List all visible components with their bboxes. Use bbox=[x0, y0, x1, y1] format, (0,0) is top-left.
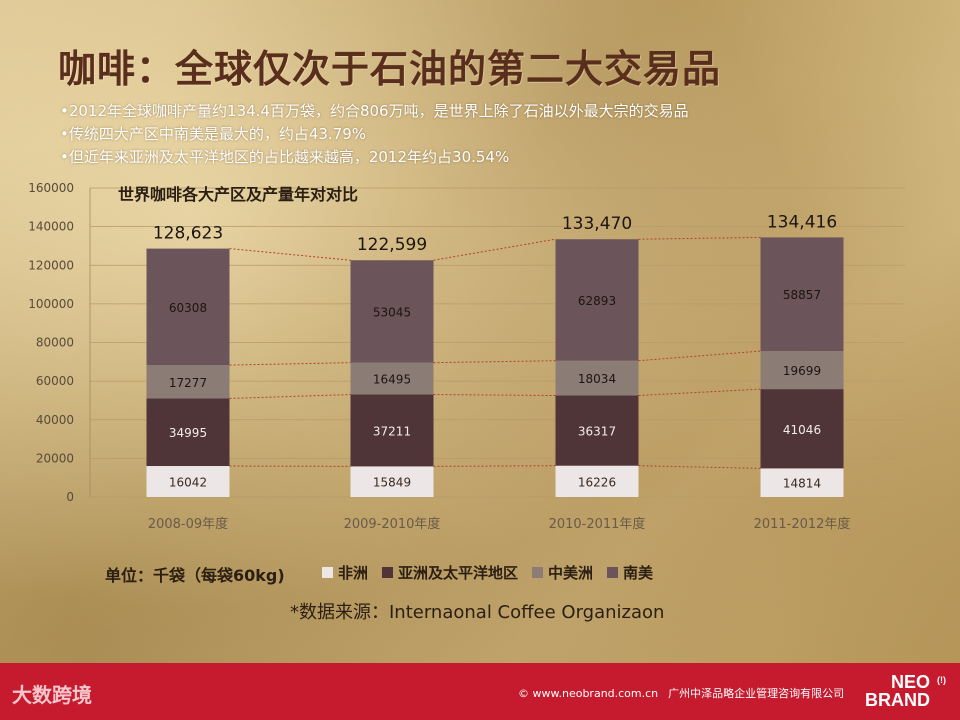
y-tick-label: 140000 bbox=[28, 220, 74, 234]
connector-line bbox=[229, 362, 351, 366]
bar-segment bbox=[555, 360, 639, 396]
segment-value-label: 53045 bbox=[373, 305, 411, 319]
legend-swatch bbox=[322, 567, 333, 578]
bar-segment bbox=[146, 466, 230, 497]
legend-item-central-america: 中美洲 bbox=[532, 562, 593, 583]
bullet-item: •但近年来亚洲及太平洋地区的占比越来越高，2012年约占30.54% bbox=[60, 148, 510, 166]
connector-line bbox=[433, 465, 556, 467]
bar-segment bbox=[555, 395, 639, 466]
company-name: 广州中泽品略企业管理咨询有限公司 bbox=[668, 687, 845, 700]
bar-segment bbox=[555, 239, 639, 361]
segment-value-label: 36317 bbox=[578, 425, 616, 439]
legend-swatch bbox=[607, 567, 619, 578]
bar-segment bbox=[146, 398, 230, 467]
y-tick-label: 60000 bbox=[36, 374, 74, 388]
segment-value-label: 19699 bbox=[783, 364, 821, 378]
total-label: 134,416 bbox=[767, 212, 837, 232]
y-tick-label: 20000 bbox=[36, 451, 74, 465]
legend-label: 亚洲及太平洋地区 bbox=[398, 564, 519, 582]
y-tick-label: 80000 bbox=[36, 336, 74, 350]
bar-segment bbox=[555, 465, 639, 497]
bar-segment bbox=[350, 394, 434, 467]
connector-line bbox=[433, 394, 556, 397]
segment-value-label: 37211 bbox=[373, 424, 411, 438]
stacked-bar-chart: 0 20000 40000 60000 80000 100000 120000 140000 1… bbox=[28, 181, 905, 532]
bar-segment bbox=[760, 237, 844, 352]
legend-item-south-america: 南美 bbox=[607, 562, 653, 583]
y-tick-label: 40000 bbox=[36, 413, 74, 427]
connector-line bbox=[638, 388, 761, 397]
x-category-label: 2008-09年度 bbox=[148, 516, 228, 532]
legend-item-asia-pacific: 亚洲及太平洋地区 bbox=[382, 562, 518, 583]
x-category-label: 2009-2010年度 bbox=[344, 516, 441, 532]
legend: 非洲 亚洲及太平洋地区 中美洲 南美 bbox=[322, 562, 653, 583]
segment-value-label: 62893 bbox=[578, 294, 616, 308]
connector-line bbox=[638, 236, 761, 240]
connector-line bbox=[229, 394, 351, 399]
total-label: 128,623 bbox=[153, 224, 223, 244]
legend-label: 中美洲 bbox=[548, 564, 594, 582]
total-label: 122,599 bbox=[357, 235, 427, 255]
x-category-label: 2011-2012年度 bbox=[754, 516, 851, 532]
bars bbox=[146, 237, 844, 497]
unit-note: 单位：千袋（每袋60kg) bbox=[105, 566, 285, 585]
footer-info: © www.neobrand.com.cn 广州中泽品略企业管理咨询有限公司 bbox=[518, 685, 844, 701]
y-tick-label: 100000 bbox=[28, 297, 74, 311]
brand-line-2: BRAND bbox=[865, 690, 930, 710]
y-tick-label: 0 bbox=[66, 490, 74, 504]
segment-value-label: 17277 bbox=[169, 376, 207, 390]
x-category-label: 2010-2011年度 bbox=[549, 516, 646, 532]
y-tick-label: 160000 bbox=[28, 181, 74, 195]
brand-line-1: NEO bbox=[890, 672, 930, 692]
total-label: 133,470 bbox=[562, 214, 632, 234]
y-axis: 0 20000 40000 60000 80000 100000 120000 140000 1… bbox=[28, 181, 91, 504]
bar-segment bbox=[760, 468, 844, 497]
copyright-text: © www.neobrand.com.cn bbox=[518, 686, 659, 700]
bar-segment bbox=[350, 362, 434, 395]
bar-segment bbox=[350, 466, 434, 497]
chart-title: 世界咖啡各大产区及产量年对对比 bbox=[118, 185, 358, 204]
segment-value-label: 41046 bbox=[783, 423, 821, 437]
legend-swatch bbox=[382, 567, 394, 578]
brand-logo: NEO BRAND (!) bbox=[865, 672, 946, 710]
connector-line bbox=[433, 238, 556, 261]
segment-value-label: 34995 bbox=[169, 426, 207, 440]
slide-title: 咖啡：全球仅次于石油的第二大交易品 bbox=[58, 47, 722, 91]
bullet-item: •2012年全球咖啡产量约134.4百万袋，约合806万吨，是世界上除了石油以外… bbox=[60, 102, 689, 120]
connector-line bbox=[638, 465, 761, 469]
bullet-list: •2012年全球咖啡产量约134.4百万袋，约合806万吨，是世界上除了石油以外… bbox=[60, 100, 689, 169]
footer-bar: 大数跨境 © www.neobrand.com.cn 广州中泽品略企业管理咨询有… bbox=[0, 663, 960, 720]
legend-label: 南美 bbox=[623, 564, 654, 582]
legend-item-africa: 非洲 bbox=[322, 562, 368, 583]
segment-value-label: 18034 bbox=[578, 372, 616, 386]
segment-value-label: 16495 bbox=[373, 373, 411, 387]
brand-mark: (!) bbox=[937, 675, 946, 685]
segment-value-label: 60308 bbox=[169, 301, 207, 315]
bar-segment bbox=[760, 389, 844, 469]
bullet-item: •传统四大产区中南美是最大的，约占43.79% bbox=[60, 125, 367, 143]
watermark-logo: 大数跨境 bbox=[12, 683, 92, 707]
connector-lines bbox=[229, 236, 761, 469]
segment-value-label: 15849 bbox=[373, 476, 411, 490]
source-note: *数据来源：Internaonal Coffee Organizaon bbox=[290, 602, 665, 623]
bar-segment bbox=[760, 351, 844, 390]
bar-segment bbox=[146, 248, 230, 366]
data-labels: 16042 15849 16226 14814 34995 37211 36317 41046… bbox=[148, 212, 851, 532]
bar-segment bbox=[146, 365, 230, 399]
connector-line bbox=[229, 248, 351, 261]
connector-line bbox=[433, 360, 556, 364]
segment-value-label: 14814 bbox=[783, 477, 821, 491]
y-tick-label: 120000 bbox=[28, 258, 74, 272]
connector-line bbox=[638, 350, 761, 362]
legend-swatch bbox=[532, 567, 544, 578]
segment-value-label: 16226 bbox=[578, 475, 616, 489]
segment-value-label: 58857 bbox=[783, 288, 821, 302]
legend-label: 非洲 bbox=[338, 564, 369, 582]
bar-segment bbox=[350, 260, 434, 363]
segment-value-label: 16042 bbox=[169, 476, 207, 490]
